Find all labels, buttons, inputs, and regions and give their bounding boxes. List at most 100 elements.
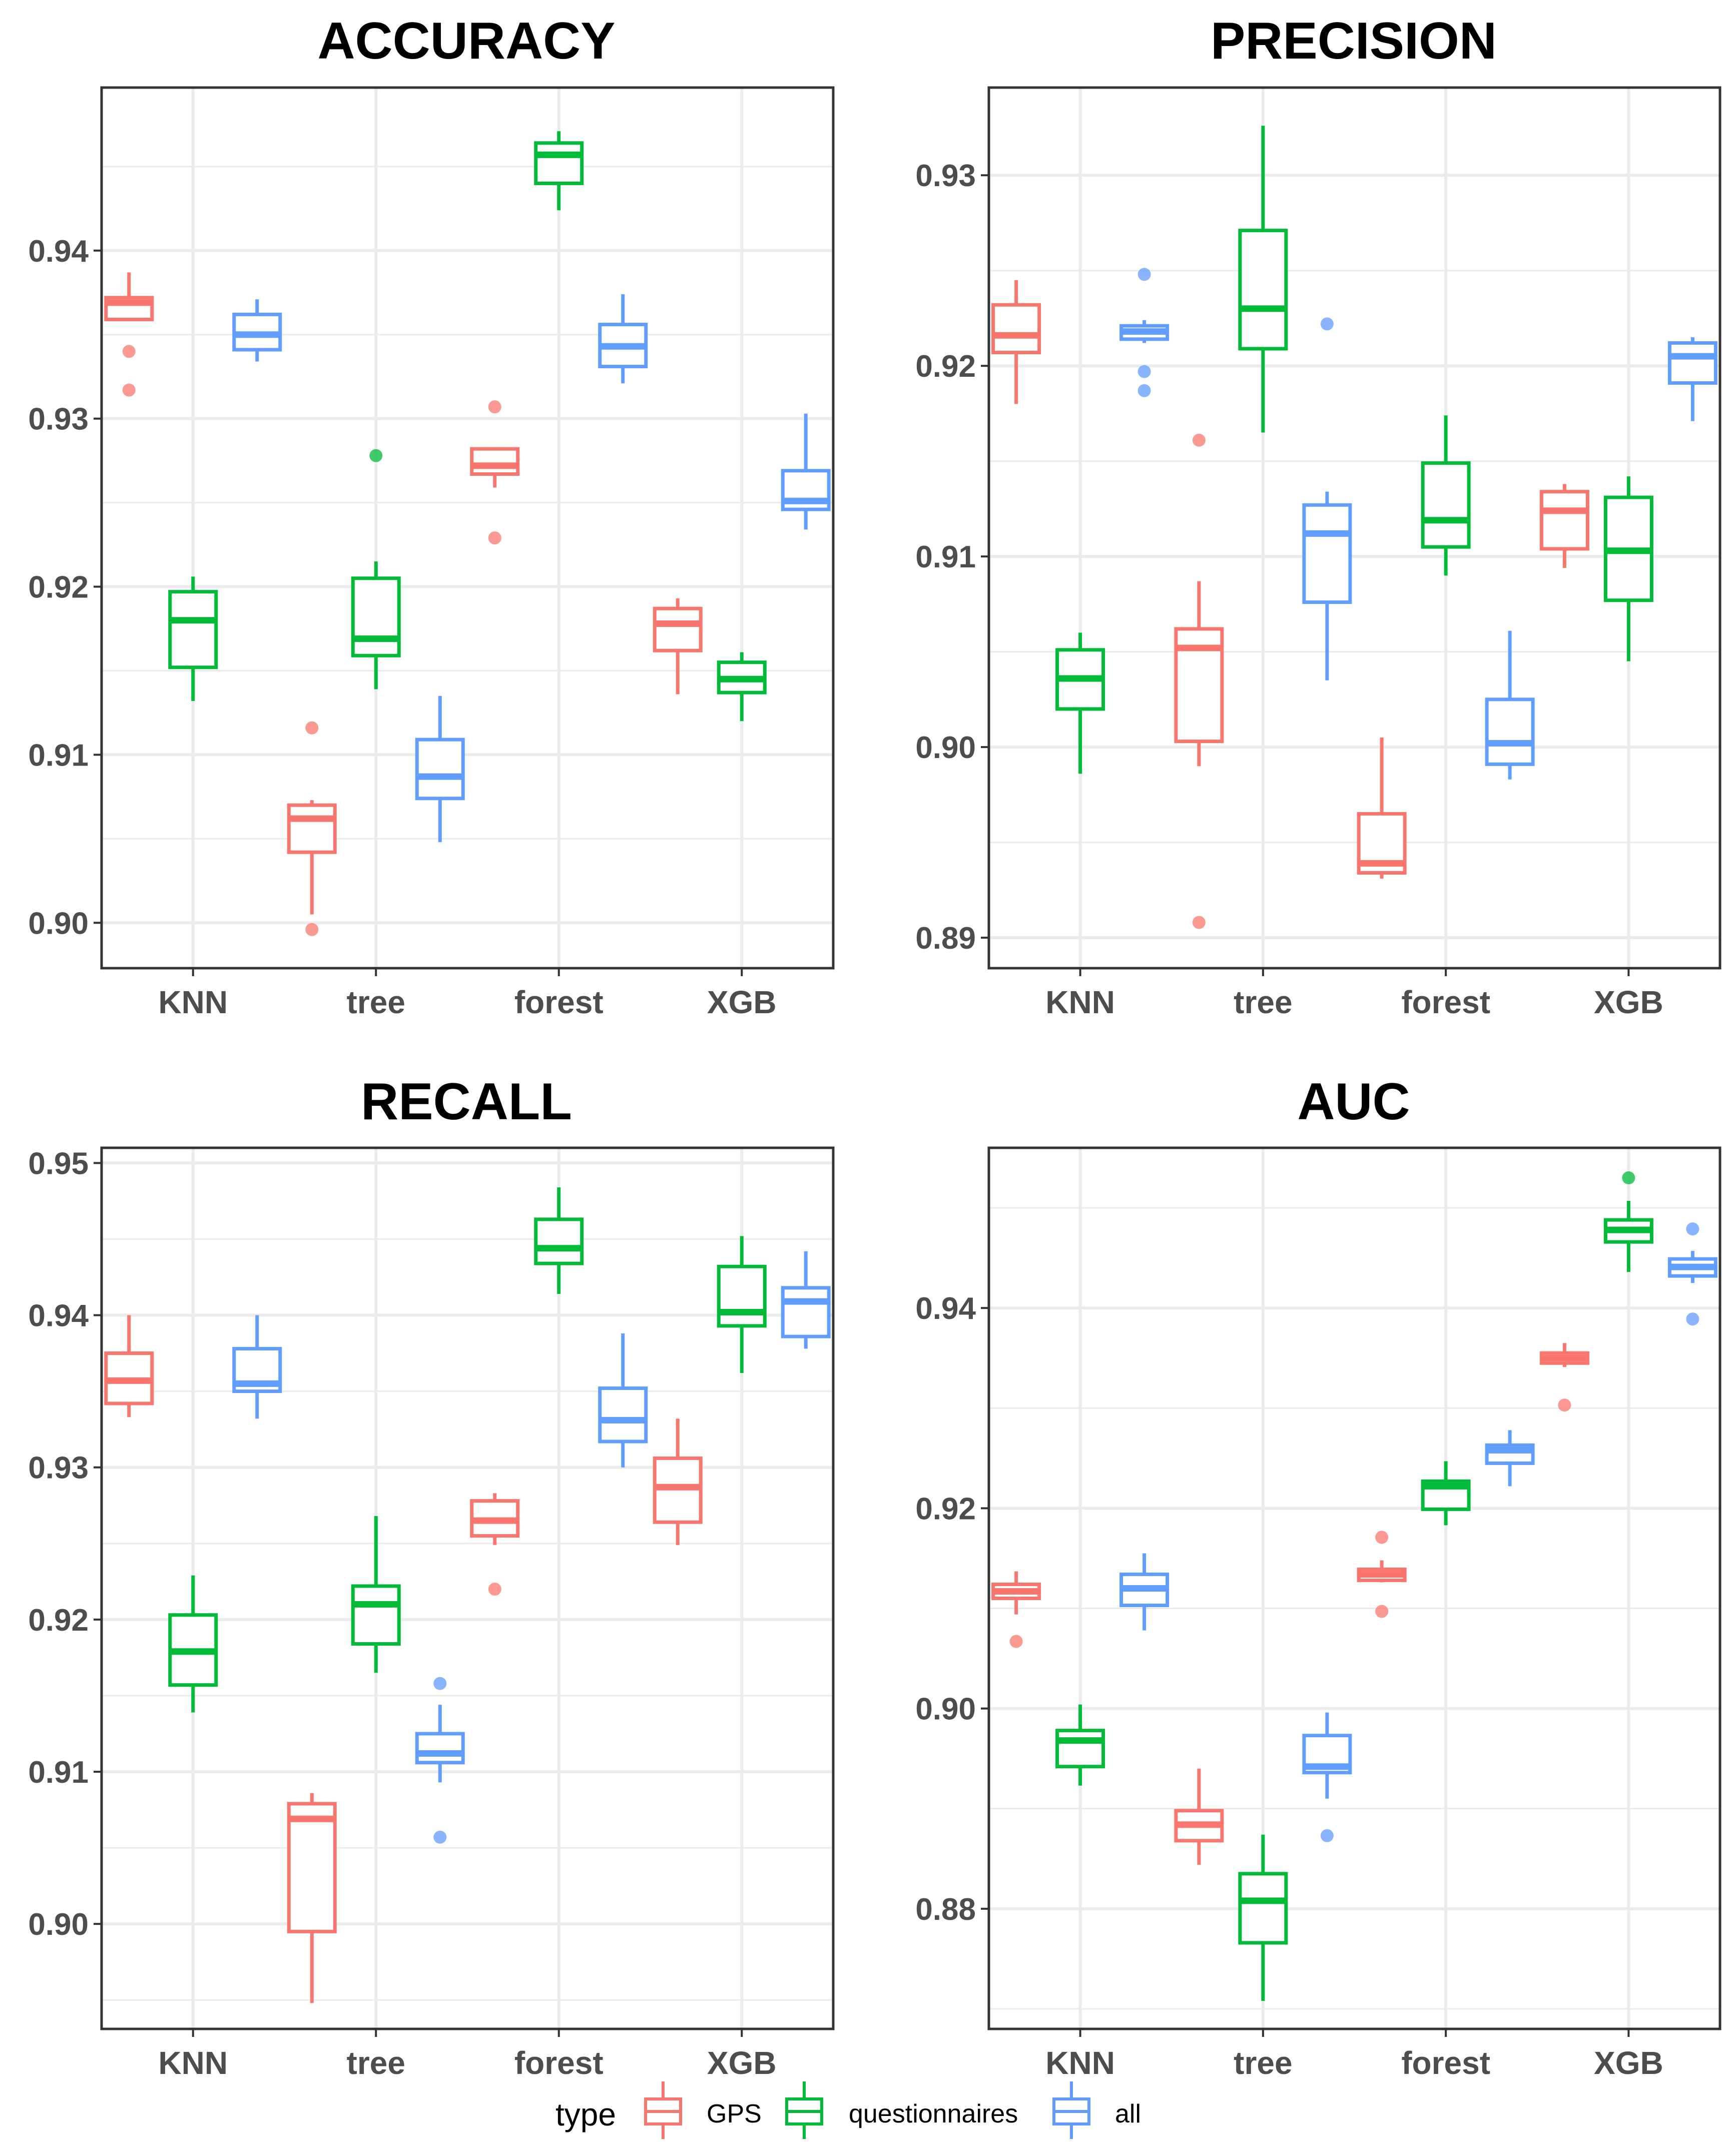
- outlier-point: [1137, 384, 1151, 397]
- x-tick-label: XGB: [707, 984, 777, 1020]
- y-tick-label: 0.90: [28, 906, 89, 941]
- y-tick-label: 0.94: [28, 1299, 89, 1333]
- y-tick-label: 0.91: [28, 738, 89, 773]
- box-gps-tree: [287, 1793, 337, 2003]
- outlier-point: [1320, 1829, 1334, 1842]
- box-questionnaires-forest: [1421, 415, 1471, 576]
- box-gps-forest: [1357, 738, 1407, 879]
- box-all-xgb: [781, 413, 831, 530]
- outlier-point: [1192, 916, 1206, 929]
- y-tick-label: 0.93: [915, 159, 976, 193]
- panel-frame: [987, 1146, 1721, 2030]
- panel-title: ACCURACY: [317, 12, 615, 70]
- box-questionnaires-xgb: [1603, 476, 1653, 661]
- legend: type GPS questionnaires all: [555, 2081, 1141, 2139]
- box-body: [287, 1802, 337, 1933]
- y-tick-label: 0.92: [915, 1492, 976, 1526]
- box-questionnaires-xgb: [1603, 1171, 1653, 1272]
- outlier-point: [1320, 317, 1334, 331]
- outlier-point: [369, 449, 383, 462]
- box-questionnaires-xgb: [717, 1236, 767, 1373]
- x-tick-label: KNN: [158, 984, 228, 1020]
- outlier-point: [1375, 1605, 1389, 1618]
- box-questionnaires-tree: [351, 1516, 401, 1673]
- x-tick-label: forest: [1401, 984, 1490, 1020]
- outlier-point: [1137, 365, 1151, 378]
- outlier-point: [1375, 1531, 1389, 1544]
- x-tick-label: XGB: [1594, 2045, 1663, 2081]
- box-body: [717, 1264, 767, 1328]
- legend-item-all: all: [1052, 2081, 1141, 2139]
- box-gps-forest: [1357, 1531, 1407, 1618]
- box-gps-forest: [470, 1493, 520, 1596]
- x-tick-label: XGB: [707, 2045, 777, 2081]
- outlier-point: [1686, 1222, 1699, 1236]
- box-questionnaires-knn: [168, 576, 218, 701]
- x-tick-label: KNN: [1045, 2045, 1115, 2081]
- box-body: [534, 1217, 584, 1265]
- x-tick-label: tree: [1234, 2045, 1292, 2081]
- x-tick-label: KNN: [1045, 984, 1115, 1020]
- x-tick-label: forest: [1401, 2045, 1490, 2081]
- x-tick-label: tree: [347, 2045, 405, 2081]
- y-tick-label: 0.90: [915, 1692, 976, 1727]
- y-tick-label: 0.95: [28, 1146, 89, 1181]
- box-body: [1485, 697, 1535, 766]
- box-gps-xgb: [653, 1418, 703, 1545]
- box-body: [534, 141, 584, 185]
- y-tick-label: 0.94: [28, 234, 89, 269]
- panel-frame: [987, 86, 1721, 970]
- y-tick-label: 0.92: [28, 1603, 89, 1638]
- box-body: [1302, 503, 1352, 604]
- box-body: [1238, 229, 1288, 351]
- outlier-point: [122, 383, 136, 397]
- box-all-knn: [232, 1315, 282, 1419]
- panel-frame: [100, 1146, 835, 2030]
- outlier-point: [305, 923, 319, 936]
- outlier-point: [488, 400, 501, 414]
- legend-key-gps: [644, 2081, 682, 2139]
- box-gps-knn: [104, 272, 154, 397]
- y-tick-label: 0.90: [28, 1907, 89, 1942]
- outlier-point: [433, 1830, 447, 1844]
- box-questionnaires-tree: [1238, 1834, 1288, 2001]
- box-gps-knn: [991, 280, 1041, 404]
- y-tick-label: 0.91: [915, 540, 976, 574]
- box-body: [1421, 461, 1471, 549]
- x-tick-label: forest: [514, 984, 604, 1020]
- box-all-forest: [598, 1333, 648, 1468]
- box-questionnaires-forest: [534, 1187, 584, 1294]
- legend-key-all: [1052, 2081, 1090, 2139]
- box-gps-forest: [470, 400, 520, 545]
- outlier-point: [1137, 268, 1151, 281]
- panel-title: AUC: [1297, 1073, 1410, 1131]
- box-questionnaires-forest: [534, 131, 584, 211]
- box-body: [1055, 1729, 1105, 1769]
- box-questionnaires-xgb: [717, 652, 767, 722]
- box-body: [598, 1386, 648, 1444]
- outlier-point: [305, 721, 319, 735]
- box-questionnaires-tree: [1238, 126, 1288, 433]
- box-questionnaires-tree: [351, 449, 401, 689]
- box-body: [991, 303, 1041, 355]
- x-tick-label: XGB: [1594, 984, 1663, 1020]
- x-tick-label: tree: [1234, 984, 1292, 1020]
- box-body: [415, 738, 465, 801]
- outlier-point: [1009, 1635, 1023, 1648]
- panel-title: PRECISION: [1211, 12, 1497, 70]
- box-gps-xgb: [1539, 484, 1589, 568]
- box-body: [653, 606, 703, 652]
- legend-label: questionnaires: [849, 2099, 1018, 2128]
- legend-item-questionnaires: questionnaires: [785, 2081, 1018, 2139]
- box-gps-tree: [287, 721, 337, 936]
- box-gps-knn: [991, 1571, 1041, 1648]
- outlier-point: [1192, 433, 1206, 447]
- box-questionnaires-knn: [168, 1575, 218, 1713]
- y-tick-label: 0.92: [28, 570, 89, 605]
- box-all-tree: [415, 695, 465, 843]
- outlier-point: [122, 345, 136, 358]
- box-body: [351, 576, 401, 657]
- legend-title: type: [555, 2096, 616, 2132]
- x-tick-label: tree: [347, 984, 405, 1020]
